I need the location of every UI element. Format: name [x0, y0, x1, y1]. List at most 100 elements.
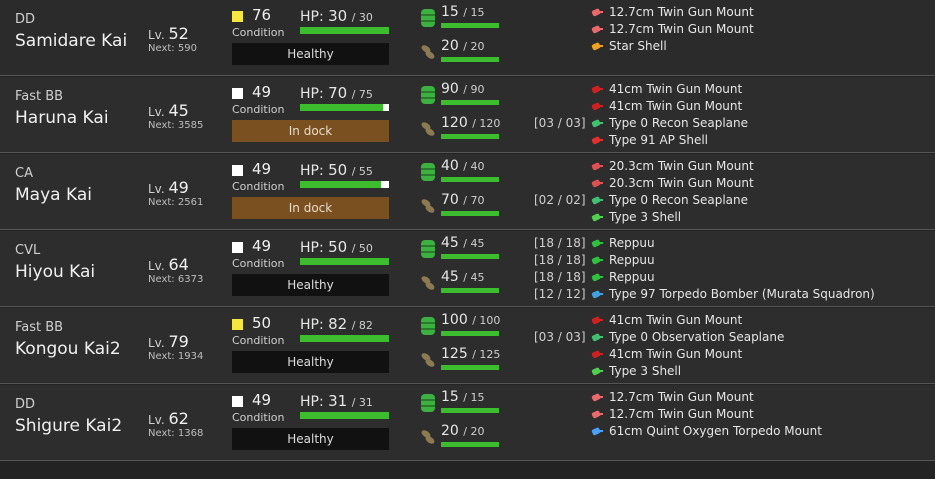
fighter-icon [591, 256, 603, 265]
ship-level: Lv. 62 [148, 409, 189, 428]
ship-type: Fast BB [15, 320, 64, 335]
next-value: 6373 [177, 274, 204, 285]
hp-label: HP: [300, 163, 324, 179]
hp-current: 70 [328, 84, 348, 102]
hp-bar [300, 258, 389, 265]
next-exp: Next: 6373 [148, 274, 203, 285]
ammo-icon [421, 353, 435, 367]
small-gun-icon [591, 8, 603, 17]
condition-value: 49 [252, 391, 272, 409]
hp-bar-fill [300, 258, 389, 265]
medium-gun-icon [591, 162, 603, 171]
equipment-name: 41cm Twin Gun Mount [609, 313, 743, 327]
level-value: 62 [168, 409, 189, 428]
ship-level: Lv. 79 [148, 332, 189, 351]
ammo-text: 70 / 70 [441, 192, 485, 208]
hp-max: 82 [358, 319, 373, 332]
ammo-value: 20 [441, 38, 459, 54]
hp-max: 55 [358, 165, 373, 178]
equipment-name: 20.3cm Twin Gun Mount [609, 159, 754, 173]
repair-status: Healthy [232, 274, 389, 296]
hp-current: 30 [328, 7, 348, 25]
ship-name[interactable]: Hiyou Kai [15, 262, 96, 282]
small-gun-icon [591, 393, 603, 402]
aa-shell-icon [591, 367, 603, 376]
ship-row[interactable]: Fast BB Kongou Kai2 Lv. 79 Next: 1934 50… [0, 308, 935, 384]
fuel-value: 15 [441, 389, 459, 405]
hp-bar [300, 412, 389, 419]
ship-row[interactable]: DD Samidare Kai Lv. 52 Next: 590 76 Cond… [0, 0, 935, 76]
equipment-name: 12.7cm Twin Gun Mount [609, 5, 754, 19]
equipment-name: Type 0 Observation Seaplane [609, 330, 785, 344]
fuel-max: 90 [470, 83, 485, 96]
condition-value: 49 [252, 83, 272, 101]
ammo-icon [421, 45, 435, 59]
hp-label: HP: [300, 240, 324, 256]
fuel-bar [441, 331, 499, 336]
fuel-bar [441, 23, 499, 28]
condition-indicator [232, 396, 243, 407]
large-gun-icon [591, 102, 603, 111]
hp-text: HP: 70 / 75 [300, 84, 373, 102]
hp-text: HP: 50 / 55 [300, 161, 373, 179]
large-gun-icon [591, 350, 603, 359]
ship-level: Lv. 49 [148, 178, 189, 197]
next-value: 1368 [177, 428, 204, 439]
equipment-slot-count: [18 / 18] [534, 253, 586, 267]
ship-row[interactable]: CVL Hiyou Kai Lv. 64 Next: 6373 49 Condi… [0, 231, 935, 307]
equipment-name: 12.7cm Twin Gun Mount [609, 407, 754, 421]
ammo-bar [441, 442, 499, 447]
ammo-text: 45 / 45 [441, 269, 485, 285]
ship-row[interactable]: CA Maya Kai Lv. 49 Next: 2561 49 Conditi… [0, 154, 935, 230]
condition-indicator [232, 88, 243, 99]
hp-current: 82 [328, 315, 348, 333]
equipment-name: Type 0 Recon Seaplane [609, 116, 749, 130]
hp-label: HP: [300, 394, 324, 410]
ammo-icon [421, 122, 435, 136]
equipment-slot-count: [18 / 18] [534, 270, 586, 284]
fighter-icon [591, 239, 603, 248]
ammo-bar [441, 57, 499, 62]
condition-indicator [232, 165, 243, 176]
next-label: Next: [148, 351, 175, 362]
equipment-name: Star Shell [609, 39, 667, 53]
next-label: Next: [148, 120, 175, 131]
ammo-value: 70 [441, 192, 459, 208]
ship-name[interactable]: Samidare Kai [15, 31, 128, 51]
next-exp: Next: 1934 [148, 351, 203, 362]
next-label: Next: [148, 197, 175, 208]
fuel-icon [421, 86, 435, 104]
repair-status: Healthy [232, 351, 389, 373]
repair-status: Healthy [232, 43, 389, 65]
large-gun-icon [591, 316, 603, 325]
hp-label: HP: [300, 86, 324, 102]
equipment-name: 41cm Twin Gun Mount [609, 82, 743, 96]
hp-text: HP: 30 / 30 [300, 7, 373, 25]
fuel-icon [421, 394, 435, 412]
equipment-name: Reppuu [609, 270, 655, 284]
ammo-max: 70 [470, 194, 485, 207]
fuel-value: 45 [441, 235, 459, 251]
seaplane-icon [591, 333, 603, 342]
hp-text: HP: 82 / 82 [300, 315, 373, 333]
equipment-name: 12.7cm Twin Gun Mount [609, 390, 754, 404]
ship-row[interactable]: DD Shigure Kai2 Lv. 62 Next: 1368 49 Con… [0, 385, 935, 461]
condition-indicator [232, 319, 243, 330]
ship-name[interactable]: Kongou Kai2 [15, 339, 121, 359]
fuel-max: 100 [479, 314, 501, 327]
ship-name[interactable]: Maya Kai [15, 185, 92, 205]
equipment-slot-count: [03 / 03] [534, 116, 586, 130]
ship-type: CVL [15, 243, 41, 258]
ammo-text: 120 / 120 [441, 115, 501, 131]
medium-gun-icon [591, 179, 603, 188]
condition-value: 76 [252, 6, 272, 24]
equipment-name: 61cm Quint Oxygen Torpedo Mount [609, 424, 822, 438]
fuel-bar [441, 408, 499, 413]
ship-name[interactable]: Shigure Kai2 [15, 416, 123, 436]
condition-indicator [232, 242, 243, 253]
ammo-max: 45 [470, 271, 485, 284]
hp-bar-fill [300, 181, 381, 188]
ship-name[interactable]: Haruna Kai [15, 108, 109, 128]
level-label: Lv. [148, 182, 165, 196]
ship-row[interactable]: Fast BB Haruna Kai Lv. 45 Next: 3585 49 … [0, 77, 935, 153]
